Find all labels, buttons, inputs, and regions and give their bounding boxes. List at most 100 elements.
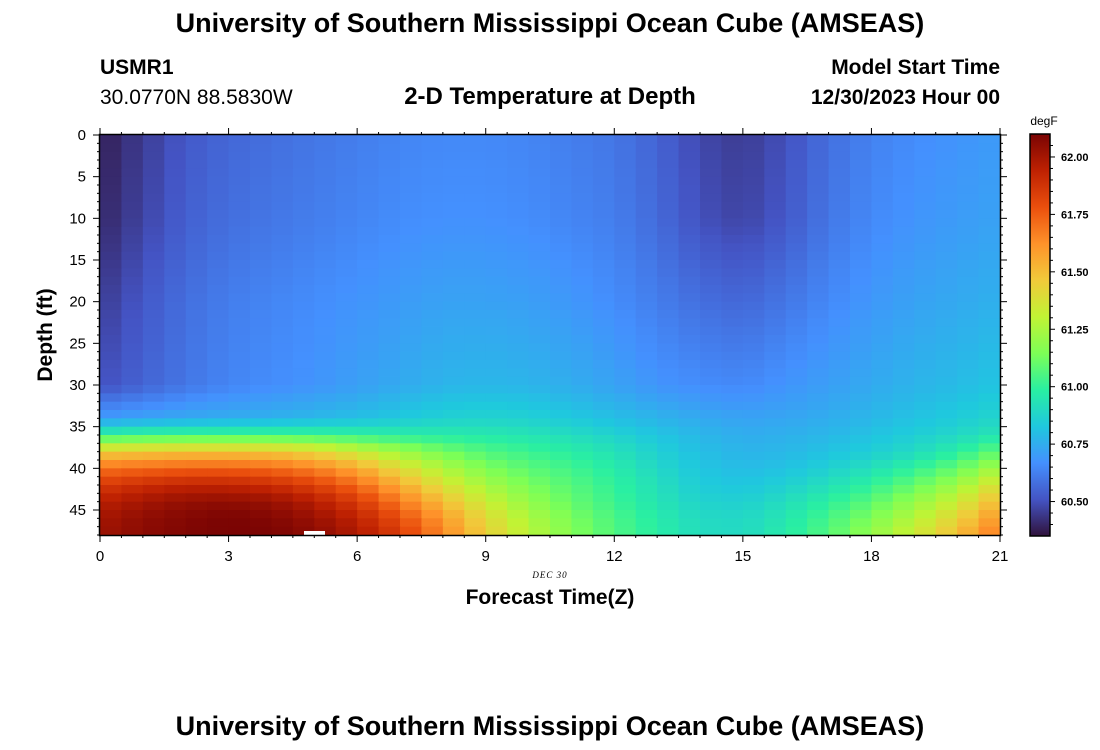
heatmap-cell — [485, 360, 508, 369]
heatmap-cell — [935, 443, 958, 453]
heatmap-cell — [957, 360, 980, 369]
heatmap-cell — [142, 485, 165, 494]
y-tick-label: 10 — [69, 210, 86, 227]
heatmap-cell — [442, 285, 465, 294]
heatmap-cell — [807, 243, 830, 253]
heatmap-cell — [957, 260, 980, 269]
heatmap-cell — [550, 485, 573, 494]
heatmap-cell — [378, 326, 401, 336]
heatmap-cell — [335, 143, 358, 153]
heatmap-cell — [185, 443, 208, 453]
heatmap-cell — [528, 285, 551, 294]
heatmap-cell — [935, 235, 958, 244]
heatmap-cell — [100, 385, 123, 394]
heatmap-cell — [400, 410, 423, 419]
heatmap-cell — [400, 293, 423, 303]
heatmap-cell — [464, 176, 487, 186]
heatmap-cell — [850, 185, 873, 194]
heatmap-cell — [764, 301, 787, 311]
heatmap-cell — [550, 293, 573, 303]
heatmap-cell — [250, 235, 273, 244]
heatmap-cell — [657, 243, 680, 253]
heatmap-cell — [314, 343, 337, 353]
heatmap-cell — [164, 351, 187, 361]
heatmap-cell — [785, 268, 808, 278]
heatmap-cell — [100, 401, 123, 411]
heatmap-cell — [592, 443, 615, 453]
heatmap-cell — [421, 276, 444, 286]
heatmap-cell — [957, 218, 980, 228]
heatmap-cell — [785, 168, 808, 178]
heatmap-cell — [635, 193, 658, 203]
heatmap-cell — [785, 151, 808, 161]
heatmap-cell — [485, 510, 508, 519]
heatmap-cell — [657, 343, 680, 353]
heatmap-cell — [314, 468, 337, 478]
heatmap-cell — [378, 268, 401, 278]
heatmap-cell — [271, 218, 294, 228]
heatmap-cell — [185, 351, 208, 361]
heatmap-cell — [550, 343, 573, 353]
heatmap-cell — [164, 293, 187, 303]
heatmap-cell — [400, 485, 423, 494]
heatmap-cell — [721, 343, 744, 353]
heatmap-cell — [292, 343, 315, 353]
heatmap-cell — [292, 451, 315, 461]
heatmap-cell — [378, 460, 401, 469]
heatmap-cell — [678, 518, 701, 528]
heatmap-cell — [207, 226, 230, 236]
heatmap-cell — [700, 451, 723, 461]
heatmap-cell — [914, 293, 937, 303]
colorbar-tick-label: 61.50 — [1061, 267, 1089, 279]
heatmap-cell — [957, 310, 980, 319]
heatmap-cell — [464, 243, 487, 253]
heatmap-cell — [121, 393, 144, 403]
heatmap-cell — [550, 251, 573, 261]
heatmap-cell — [678, 160, 701, 169]
heatmap-cell — [571, 426, 594, 436]
heatmap-cell — [935, 226, 958, 236]
heatmap-cell — [121, 435, 144, 444]
heatmap-cell — [207, 135, 230, 144]
heatmap-cell — [100, 160, 123, 169]
heatmap-cell — [978, 401, 1001, 411]
heatmap-cell — [678, 135, 701, 144]
heatmap-cell — [871, 318, 894, 328]
heatmap-cell — [292, 160, 315, 169]
heatmap-cell — [142, 443, 165, 453]
heatmap-cell — [828, 251, 851, 261]
heatmap-cell — [464, 451, 487, 461]
heatmap-cell — [635, 360, 658, 369]
heatmap-cell — [678, 360, 701, 369]
heatmap-cell — [935, 301, 958, 311]
heatmap-cell — [314, 510, 337, 519]
heatmap-cell — [314, 493, 337, 503]
heatmap-cell — [400, 176, 423, 186]
heatmap-cell — [314, 310, 337, 319]
heatmap-cell — [785, 460, 808, 469]
heatmap-cell — [464, 518, 487, 528]
heatmap-cell — [314, 168, 337, 178]
heatmap-cell — [592, 418, 615, 428]
heatmap-cell — [528, 468, 551, 478]
heatmap-cell — [978, 160, 1001, 169]
heatmap-cell — [164, 318, 187, 328]
heatmap-cell — [185, 318, 208, 328]
heatmap-cell — [850, 460, 873, 469]
heatmap-cell — [442, 268, 465, 278]
heatmap-cell — [271, 493, 294, 503]
heatmap-cell — [314, 460, 337, 469]
heatmap-cell — [850, 176, 873, 186]
heatmap-cell — [485, 526, 508, 536]
heatmap-cell — [464, 168, 487, 178]
heatmap-cell — [485, 451, 508, 461]
heatmap-cell — [292, 435, 315, 444]
heatmap-cell — [250, 485, 273, 494]
heatmap-cell — [314, 410, 337, 419]
heatmap-cell — [378, 210, 401, 219]
heatmap-cell — [657, 460, 680, 469]
heatmap-cell — [271, 510, 294, 519]
heatmap-cell — [592, 518, 615, 528]
heatmap-cell — [464, 193, 487, 203]
